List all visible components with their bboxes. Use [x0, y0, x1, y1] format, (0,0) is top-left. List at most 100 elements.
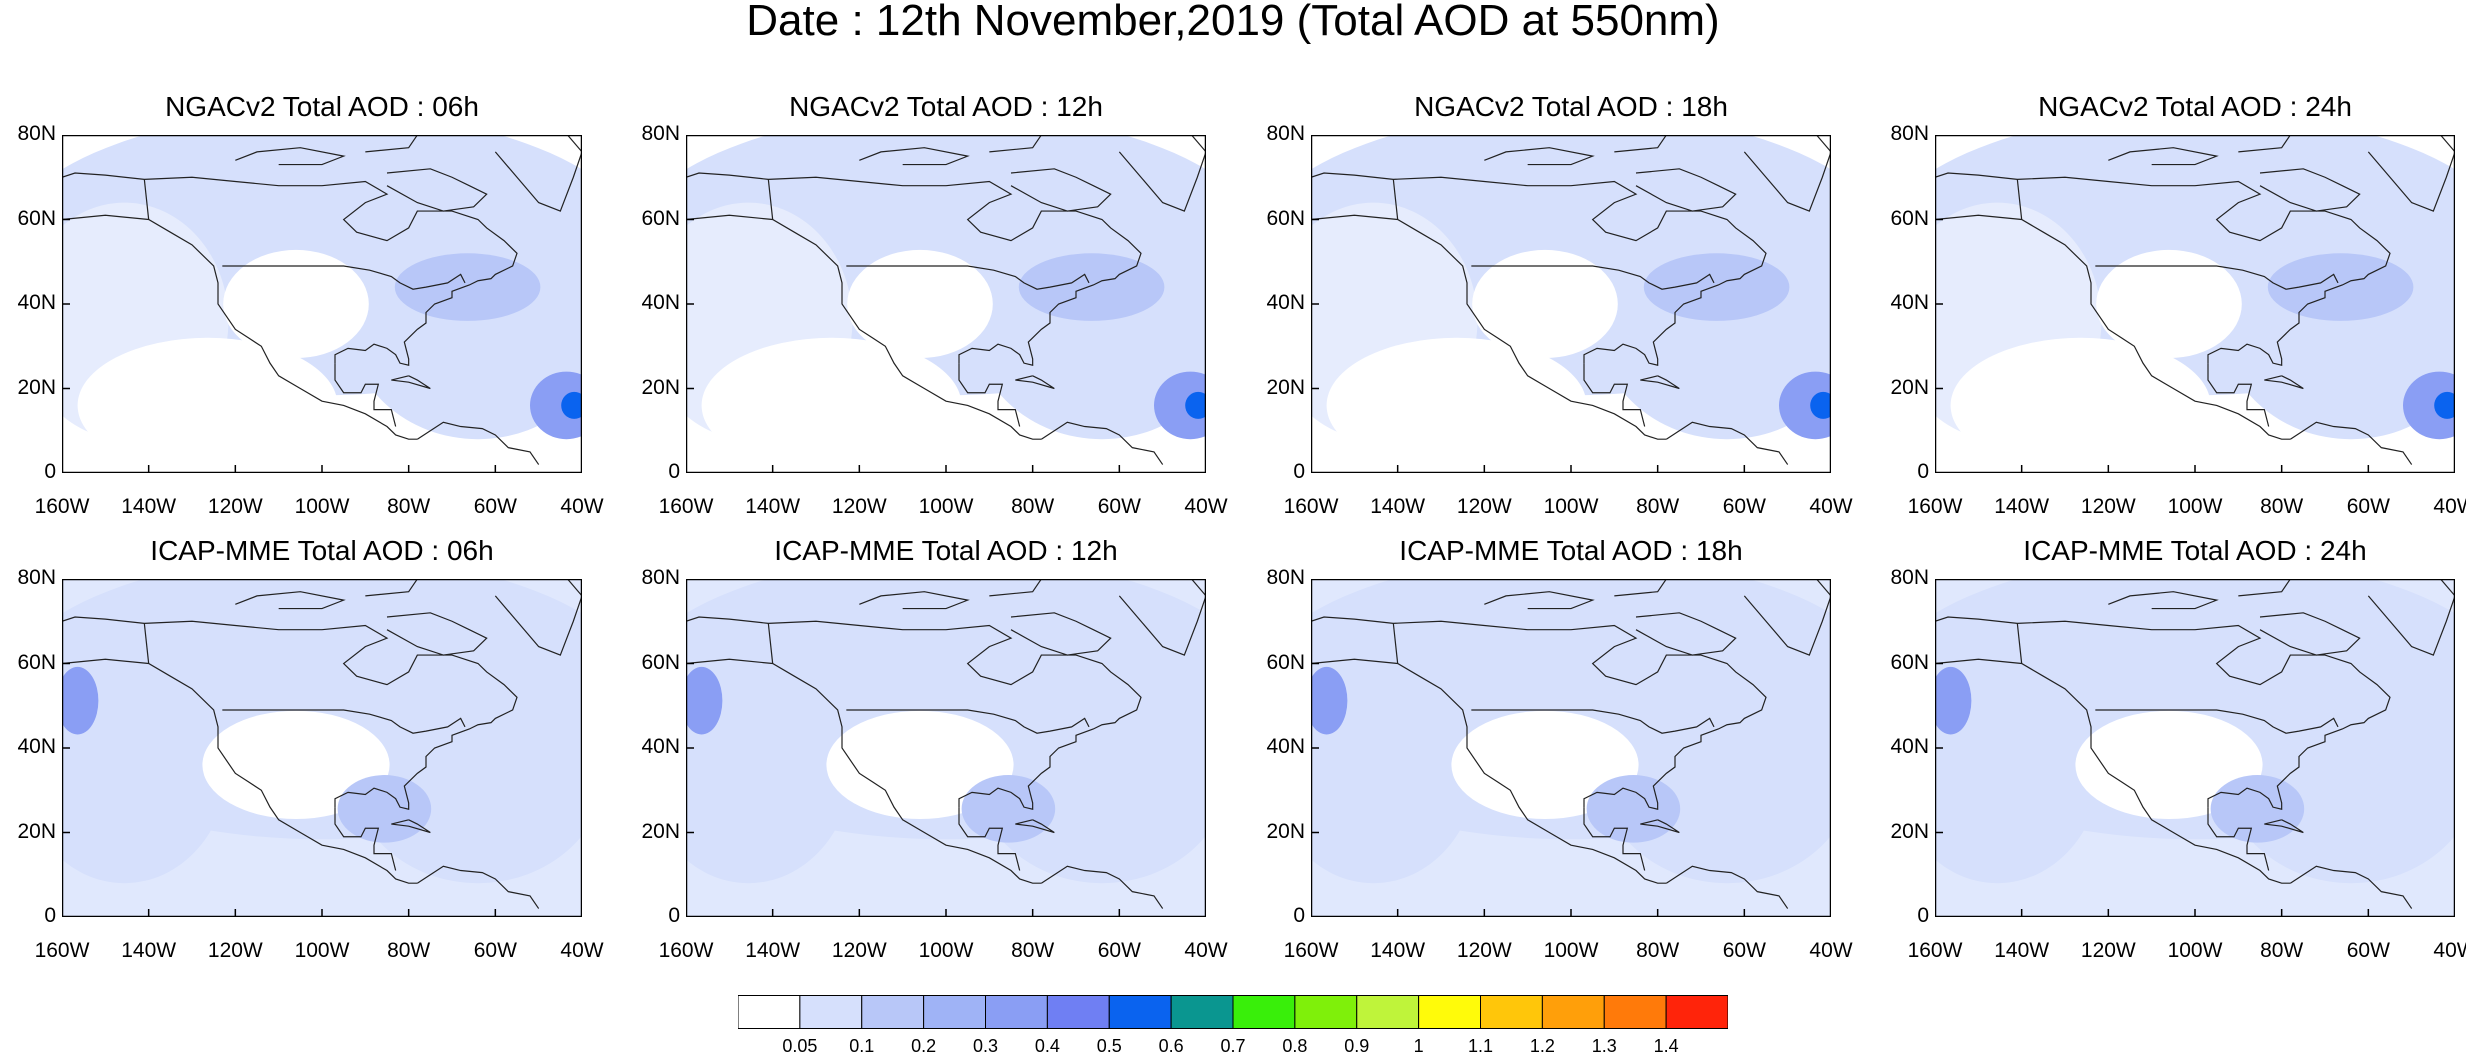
coastline [2367, 579, 2455, 656]
colorbar-label: 0.5 [1096, 1036, 1122, 1056]
lat-label: 0 [668, 460, 680, 483]
coastline [2259, 612, 2361, 656]
colorbar-label: 1 [1413, 1036, 1424, 1056]
lat-label: 80N [1266, 566, 1305, 589]
coastline [1118, 135, 1206, 212]
map-panel: NGACv2 Total AOD : 24h 80N 60N 40N 20N 0 160W 1… [1890, 91, 2466, 518]
coastline [1015, 375, 1055, 390]
aod-field-mid [2267, 253, 2414, 321]
coastline [62, 172, 518, 367]
aod-field-atlantic [972, 202, 1206, 440]
lon-label: 100W [1543, 495, 1599, 518]
coastline [846, 709, 1090, 734]
coastline [2264, 375, 2304, 390]
lon-label: 100W [2167, 495, 2223, 518]
lat-label: 0 [1917, 904, 1929, 927]
lat-label: 80N [641, 566, 680, 589]
coastline [1010, 168, 1112, 212]
coastline [1311, 214, 1667, 440]
aod-field-mid [394, 253, 541, 321]
coastline [2290, 421, 2413, 465]
aod-map [1935, 135, 2455, 473]
lon-label: 60W [2346, 495, 2390, 518]
lat-label: 20N [641, 375, 680, 399]
lon-label: 160W [658, 495, 714, 518]
map-panel: ICAP-MME Total AOD : 06h 80N 60N 40N 20N 0 160… [17, 535, 603, 962]
coastline [686, 616, 1142, 811]
lon-label: 120W [831, 939, 887, 962]
panel-title: ICAP-MME Total AOD : 06h [150, 535, 494, 566]
coastline [334, 807, 397, 871]
lat-label: 0 [44, 460, 56, 483]
lon-label: 140W [1994, 495, 2050, 518]
coastline [2238, 135, 2292, 153]
map-panel: ICAP-MME Total AOD : 18h 80N 60N 40N 20N 0 160… [1266, 535, 1852, 962]
lon-label: 80W [1011, 939, 1055, 962]
coastline [1743, 579, 1831, 656]
lat-label: 0 [1293, 460, 1305, 483]
lat-label: 40N [1266, 291, 1305, 314]
lon-label: 160W [34, 939, 90, 962]
colorbar-swatch [1170, 995, 1234, 1029]
coastline [1484, 591, 1595, 610]
lat-label: 40N [17, 735, 56, 758]
lon-label: 140W [1994, 939, 2050, 962]
clean-area [1451, 710, 1639, 819]
lat-label: 80N [1890, 566, 1929, 589]
lon-label: 100W [2167, 939, 2223, 962]
lon-label: 120W [207, 939, 263, 962]
lon-label: 60W [2346, 939, 2390, 962]
lat-label: 60N [1890, 650, 1929, 674]
coastline [391, 375, 431, 390]
clean-area [1326, 337, 1587, 473]
lon-label: 60W [1097, 939, 1141, 962]
lat-label: 60N [641, 650, 680, 674]
clean-area [202, 710, 390, 819]
lat-label: 40N [641, 291, 680, 314]
lon-label: 80W [1636, 495, 1680, 518]
colorbar-swatch [1418, 995, 1481, 1029]
panel-title: NGACv2 Total AOD : 24h [2038, 91, 2352, 122]
colorbar-label: 0.05 [782, 1036, 818, 1056]
lon-label: 160W [1283, 495, 1339, 518]
colorbar-label: 1.2 [1529, 1036, 1555, 1056]
colorbar-swatch [861, 995, 925, 1029]
coastline [1935, 214, 2291, 440]
coastline [1935, 616, 2391, 811]
coastline [1614, 579, 1668, 597]
coastline [1311, 616, 1767, 811]
lon-label: 80W [1636, 939, 1680, 962]
lon-label: 80W [2260, 939, 2304, 962]
lon-label: 80W [387, 495, 431, 518]
lon-label: 80W [387, 939, 431, 962]
colorbar-label: 0.2 [911, 1036, 937, 1056]
aod-field-plume [1935, 666, 1972, 735]
lat-label: 40N [1890, 291, 1929, 314]
lon-label: 40W [1809, 495, 1853, 518]
coastline [143, 179, 150, 220]
lon-label: 160W [1907, 495, 1963, 518]
clean-area [1950, 337, 2211, 473]
lat-label: 80N [1266, 122, 1305, 145]
coastline [391, 819, 431, 834]
lon-label: 60W [473, 939, 517, 962]
coastline [2207, 363, 2270, 427]
aod-field-mid [961, 775, 1056, 843]
panel-title: ICAP-MME Total AOD : 12h [774, 535, 1118, 566]
lat-label: 0 [1293, 904, 1305, 927]
colorbar-label: 0.1 [849, 1036, 875, 1056]
aod-map [1935, 579, 2455, 917]
colorbar-swatch [1294, 995, 1358, 1029]
colorbar-label: 0.4 [1034, 1036, 1060, 1056]
lon-label: 100W [918, 939, 974, 962]
coastline [417, 421, 540, 465]
aod-map [1311, 579, 1831, 917]
colorbar-swatch [1232, 995, 1296, 1029]
coastline [1010, 612, 1112, 656]
colorbar-swatch [799, 995, 863, 1029]
coastline [365, 579, 419, 597]
lat-label: 60N [17, 650, 56, 674]
map-panel: NGACv2 Total AOD : 12h 80N 60N 40N 20N 0 160W 1… [641, 91, 1227, 518]
aod-field-mid [2210, 775, 2305, 843]
coastline [2290, 865, 2413, 909]
